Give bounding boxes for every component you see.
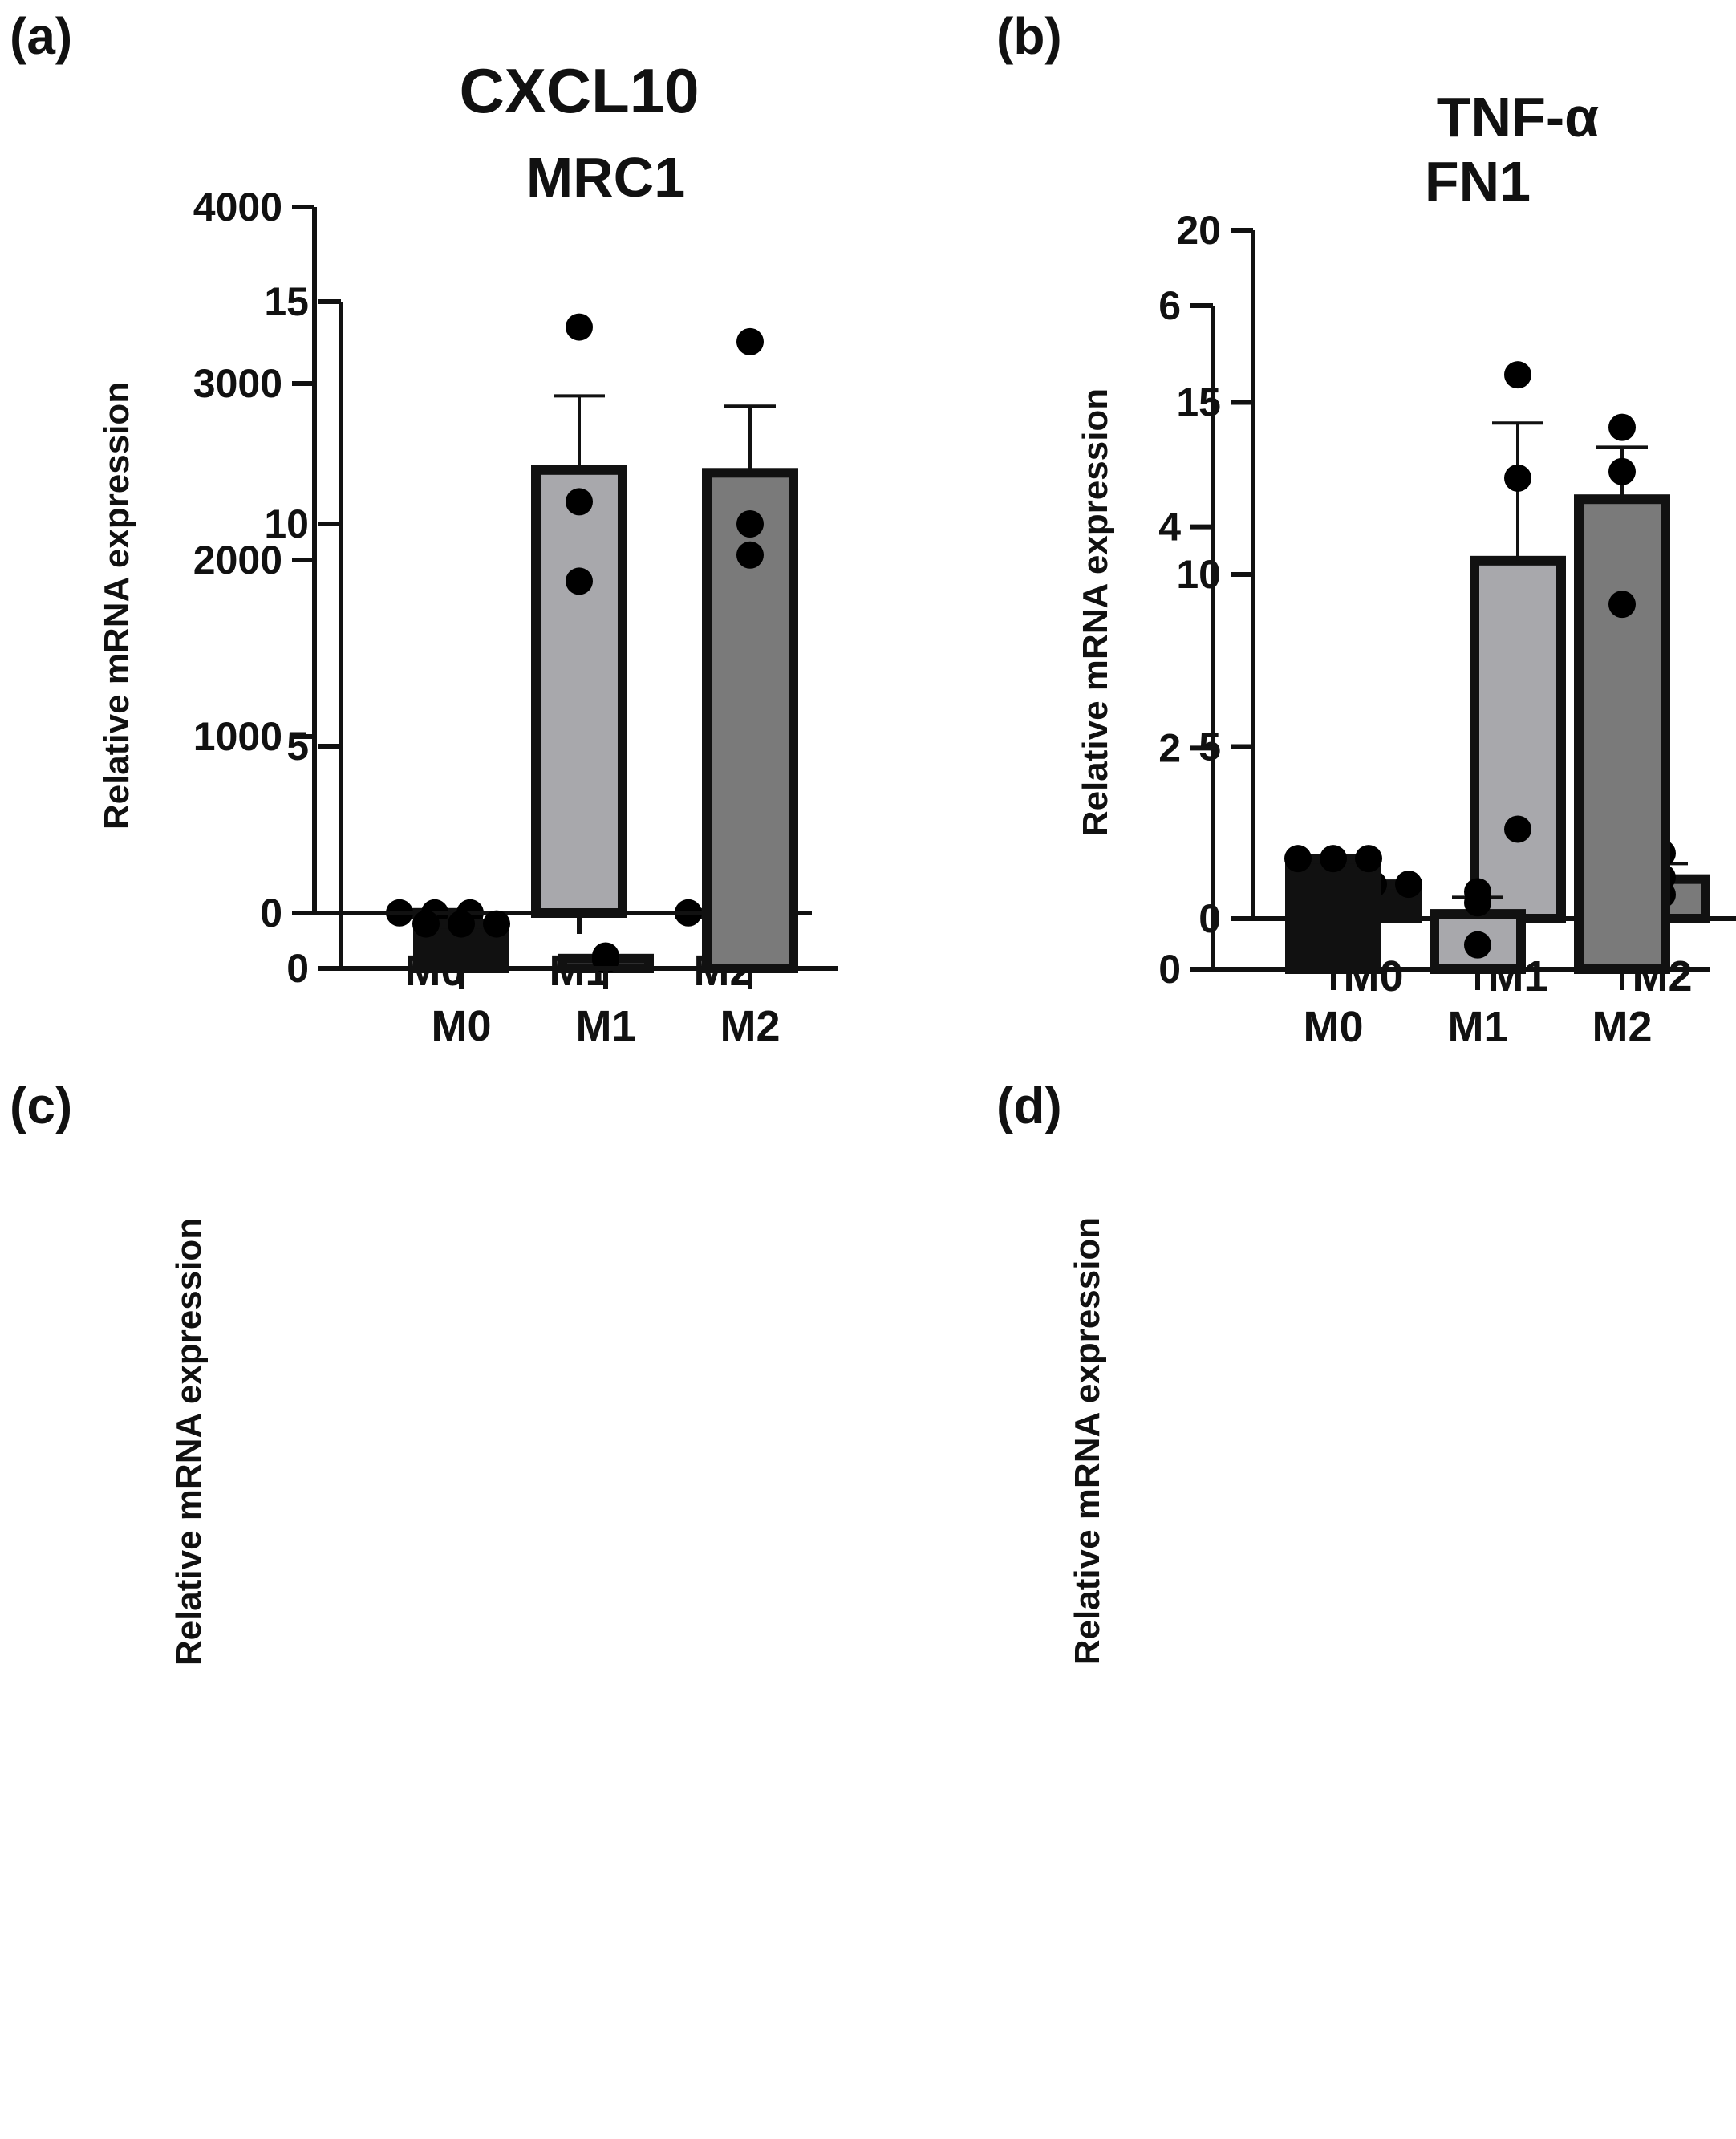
data-point	[1608, 457, 1636, 485]
data-point	[736, 541, 764, 569]
y-tick-label: 3000	[193, 361, 282, 406]
y-tick-label: 0	[286, 946, 309, 991]
y-tick-label: 20	[1176, 208, 1221, 253]
y-tick-label: 6	[1158, 283, 1181, 328]
data-point	[1355, 845, 1382, 873]
panel-d: (d) FN1 Relative mRNA expression 0 2 4 6 M0 M1 M…	[868, 150, 1736, 2139]
x-tick-label-m2: M2	[1592, 1003, 1652, 1051]
y-tick-label: 0	[260, 891, 282, 936]
panel-label: (c)	[10, 1077, 73, 1134]
y-tick-label: 4	[1158, 505, 1181, 550]
data-point	[1395, 871, 1422, 899]
y-tick-label: 10	[264, 501, 309, 546]
y-tick-label: 0	[1158, 947, 1181, 992]
data-point	[1608, 413, 1636, 441]
data-point	[1504, 815, 1531, 843]
data-point	[1504, 464, 1531, 492]
data-point	[448, 910, 475, 938]
data-point	[1320, 845, 1347, 873]
data-point	[566, 488, 593, 516]
y-tick-label: 0	[1199, 896, 1221, 941]
chart-title: TNF-α	[1437, 86, 1599, 148]
y-axis-label: Relative mRNA expression	[97, 382, 136, 830]
chart-fn1: FN1 Relative mRNA expression 0 2 4 6 M0 M1 M2	[1068, 150, 1710, 1665]
bar-m1	[1470, 555, 1566, 924]
panel-a: (a) CXCL10 Relative mRNA expression 0 1000 2…	[0, 0, 868, 1070]
panel-label: (b)	[996, 7, 1062, 65]
x-tick-label-m0: M0	[1303, 1003, 1363, 1051]
data-point	[1504, 361, 1531, 389]
data-point	[1284, 845, 1312, 873]
data-point	[736, 327, 764, 355]
x-tick-label-m2: M2	[720, 1002, 780, 1050]
data-point	[1464, 889, 1491, 917]
panel-c: (c) MRC1 Relative mRNA expression 0 5 10 15 M0…	[0, 146, 868, 2139]
data-point	[412, 910, 440, 938]
chart-title: FN1	[1425, 150, 1531, 213]
chart-title: CXCL10	[459, 55, 699, 126]
y-axis-label: Relative mRNA expression	[1068, 1217, 1107, 1665]
y-tick-label: 2	[1158, 725, 1181, 770]
panel-label: (d)	[996, 1077, 1062, 1134]
bar-m2	[1574, 494, 1670, 974]
data-point	[736, 510, 764, 538]
data-point	[1608, 591, 1636, 619]
bar-m1	[531, 465, 627, 918]
y-tick-label: 5	[286, 724, 309, 769]
y-tick-label: 1000	[193, 714, 282, 759]
data-point	[566, 313, 593, 341]
y-axis-label: Relative mRNA expression	[169, 1218, 209, 1666]
x-tick-label-m1: M1	[575, 1002, 635, 1050]
y-axis-label: Relative mRNA expression	[1076, 388, 1115, 836]
data-point	[483, 910, 510, 938]
data-point	[566, 567, 593, 595]
y-tick-label: 4000	[193, 185, 282, 229]
data-point	[1464, 931, 1491, 959]
panel-label: (a)	[10, 7, 73, 65]
chart-cxcl10: CXCL10 Relative mRNA expression 0 1000 2000 3…	[97, 55, 812, 995]
chart-mrc1: MRC1 Relative mRNA expression 0 5 10 15 M0 M1 M2	[169, 146, 838, 1666]
bar-m0	[1285, 854, 1381, 974]
y-tick-label: 2000	[193, 538, 282, 582]
x-tick-label-m0: M0	[431, 1002, 491, 1050]
y-tick-label: 15	[264, 279, 309, 324]
chart-title: MRC1	[526, 146, 685, 209]
x-tick-label-m1: M1	[1447, 1003, 1507, 1051]
